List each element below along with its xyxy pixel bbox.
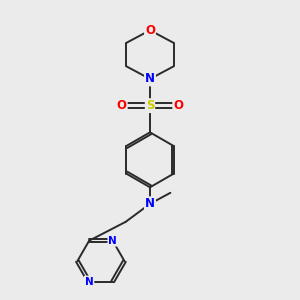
Text: O: O [173, 99, 183, 112]
Text: O: O [117, 99, 127, 112]
Text: N: N [85, 277, 94, 286]
Text: N: N [145, 72, 155, 86]
Text: S: S [146, 99, 154, 112]
Text: O: O [145, 24, 155, 37]
Text: N: N [108, 236, 117, 246]
Text: N: N [145, 197, 155, 210]
